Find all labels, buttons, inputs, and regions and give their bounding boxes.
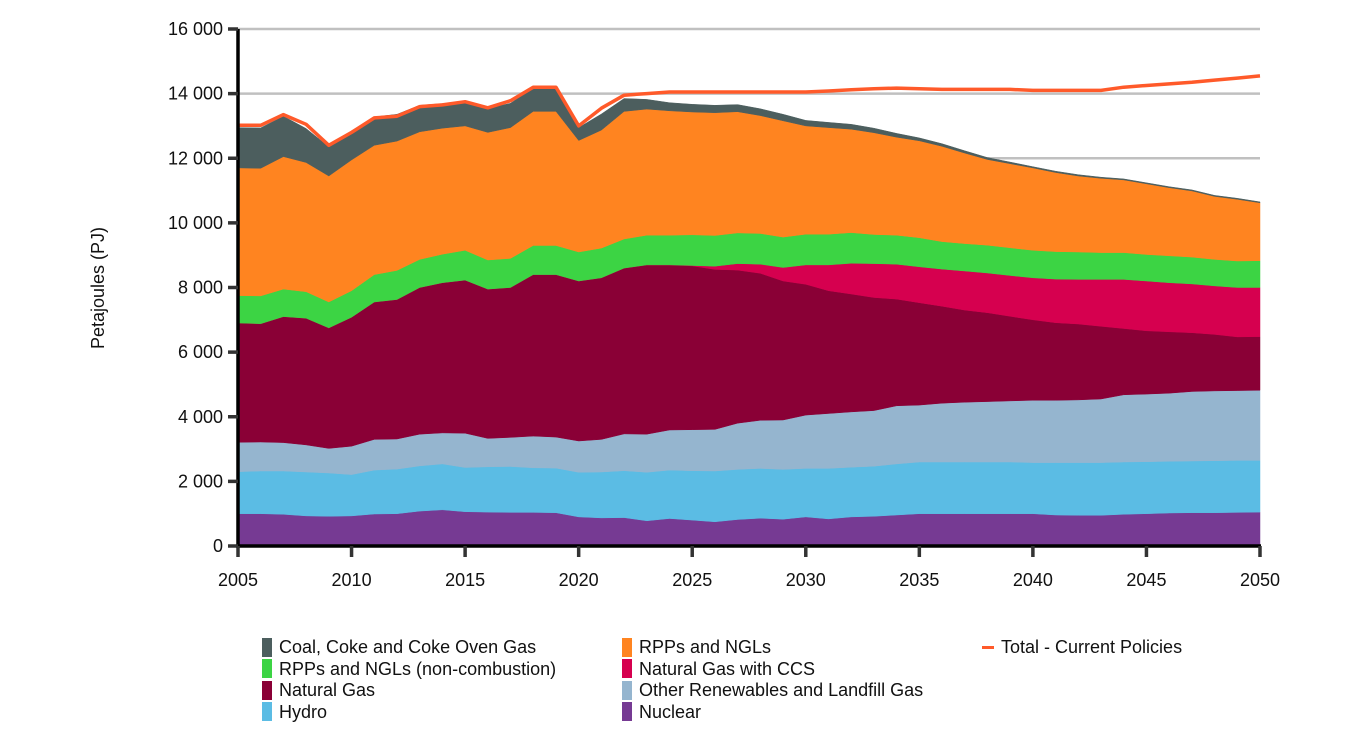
legend-swatch [622, 702, 632, 721]
x-tick-label: 2050 [1240, 570, 1280, 590]
legend-label: Coal, Coke and Coke Oven Gas [279, 637, 537, 657]
x-tick-label: 2020 [559, 570, 599, 590]
legend-item-natural-gas: Natural Gas [262, 679, 375, 701]
legend-swatch [982, 645, 994, 649]
y-tick-label: 16 000 [168, 19, 223, 39]
y-tick-label: 0 [213, 536, 223, 556]
legend-label: RPPs and NGLs (non-combustion) [279, 658, 557, 679]
y-tick-label: 12 000 [168, 148, 223, 168]
legend-swatch [622, 637, 632, 657]
y-tick-label: 14 000 [168, 84, 223, 104]
legend-item-coal-coke-and-coke-oven-gas: Coal, Coke and Coke Oven Gas [262, 636, 536, 658]
legend-item-hydro: Hydro [262, 701, 327, 723]
legend-label: RPPs and NGLs [639, 637, 772, 657]
legend-swatch [622, 659, 632, 678]
line-total-current-policies [238, 74, 1261, 148]
line-series [238, 74, 1261, 148]
x-tick-label: 2030 [786, 570, 826, 590]
legend-item-nuclear: Nuclear [622, 701, 701, 723]
legend-item-total-current-policies: Total - Current Policies [982, 636, 1182, 658]
legend-swatch [262, 680, 272, 700]
x-tick-label: 2005 [218, 570, 258, 590]
area-hydro [237, 460, 1261, 523]
legend-item-natural-gas-with-ccs: Natural Gas with CCS [622, 658, 815, 680]
legend: Coal, Coke and Coke Oven Gas RPPs and NGL… [262, 636, 1262, 746]
legend-label: Other Renewables and Landfill Gas [639, 680, 924, 700]
area-series [237, 87, 1261, 547]
legend-item-rpps-and-ngls: RPPs and NGLs [622, 636, 771, 658]
x-tick-label: 2025 [672, 570, 712, 590]
legend-label: Total - Current Policies [1001, 637, 1183, 657]
legend-label: Nuclear [639, 701, 702, 722]
y-tick-label: 6 000 [178, 342, 223, 362]
legend-label: Natural Gas with CCS [639, 658, 816, 679]
x-axis-ticks: 2005 2010 2015 2020 2025 2030 2035 2040 2045 2050 [218, 546, 1280, 590]
y-tick-label: 10 000 [168, 213, 223, 233]
area-coal-coke-and-coke-oven-gas [237, 87, 1261, 204]
legend-label: Natural Gas [279, 680, 376, 700]
y-axis-title: Petajoules (PJ) [88, 227, 108, 349]
y-tick-label: 8 000 [178, 278, 223, 298]
x-tick-label: 2010 [332, 570, 372, 590]
legend-item-other-renewables-and-landfill-gas: Other Renewables and Landfill Gas [622, 679, 923, 701]
y-tick-label: 4 000 [178, 407, 223, 427]
legend-swatch [262, 659, 272, 678]
legend-swatch [262, 637, 272, 657]
legend-swatch [262, 702, 272, 721]
x-tick-label: 2045 [1126, 570, 1166, 590]
legend-label: Hydro [279, 701, 328, 722]
legend-swatch [622, 680, 632, 700]
x-tick-label: 2035 [899, 570, 939, 590]
x-tick-label: 2015 [445, 570, 485, 590]
y-tick-label: 2 000 [178, 471, 223, 491]
y-axis-ticks: 0 2 000 4 000 6 000 8 000 10 000 12 000 14 000 1… [168, 19, 238, 556]
x-tick-label: 2040 [1013, 570, 1053, 590]
legend-item-rpps-and-ngls-non-combustion: RPPs and NGLs (non-combustion) [262, 658, 556, 680]
